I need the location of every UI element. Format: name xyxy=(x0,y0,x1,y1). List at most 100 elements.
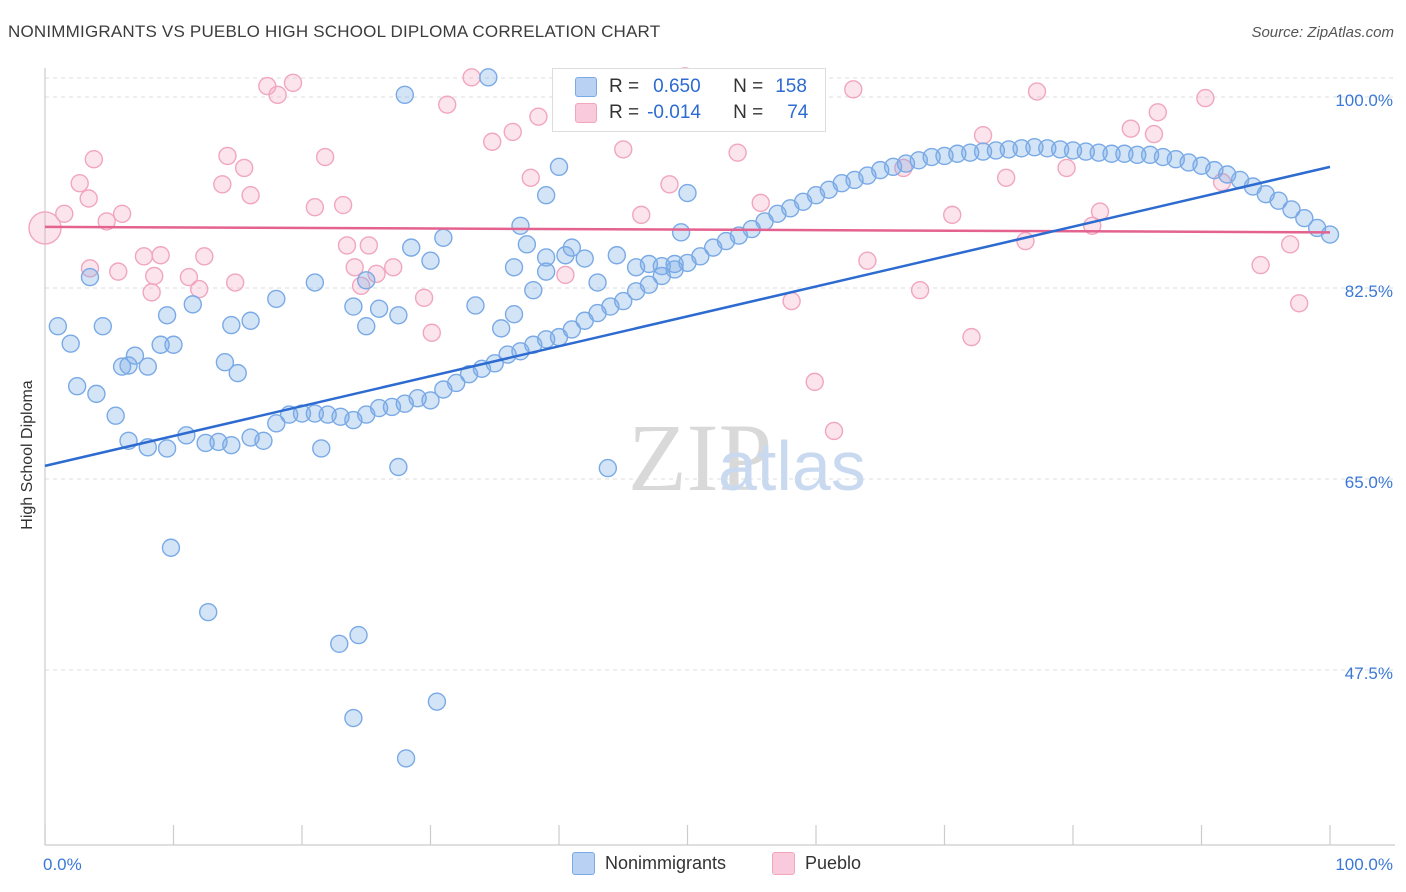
legend-swatch-blue xyxy=(575,77,597,97)
legend-row-nonimmigrants: R = 0.650 N = 158 xyxy=(575,74,807,100)
nonimmigrants-point xyxy=(511,216,530,235)
pueblo-point xyxy=(55,204,74,223)
pueblo-point xyxy=(337,236,357,255)
pueblo-point xyxy=(660,175,679,194)
pueblo-point xyxy=(962,327,981,347)
pueblo-point xyxy=(1280,235,1300,254)
series-nonimmigrants-points xyxy=(48,68,1340,768)
nonimmigrants-point xyxy=(678,183,697,203)
y-tick-label: 47.5% xyxy=(1345,664,1393,683)
pueblo-point xyxy=(521,168,540,187)
pueblo-point xyxy=(1090,202,1110,221)
nonimmigrants-point xyxy=(357,317,376,336)
pueblo-point xyxy=(1027,82,1047,101)
pueblo-point xyxy=(1121,119,1141,138)
pueblo-point xyxy=(422,323,441,342)
legend-swatch-pink xyxy=(575,103,597,123)
watermark-zip: ZIP xyxy=(628,404,772,511)
nonimmigrants-point xyxy=(575,249,594,268)
nonimmigrants-point xyxy=(598,458,618,478)
y-tick-label: 65.0% xyxy=(1345,473,1393,492)
nonimmigrants-trend-line xyxy=(44,165,1331,468)
nonimmigrants-point xyxy=(1295,208,1314,228)
pueblo-point xyxy=(333,195,353,215)
nonimmigrants-point xyxy=(671,223,691,242)
pueblo-point xyxy=(414,288,434,308)
pueblo-point xyxy=(728,143,747,162)
legend-r-label: R = xyxy=(609,76,640,97)
pueblo-point xyxy=(134,247,154,266)
pueblo-point xyxy=(112,204,132,223)
nonimmigrants-point xyxy=(1282,200,1301,219)
nonimmigrants-point xyxy=(305,273,325,292)
nonimmigrants-point xyxy=(434,228,453,247)
nonimmigrants-point xyxy=(421,251,440,270)
pueblo-point xyxy=(482,132,502,151)
nonimmigrants-point xyxy=(48,317,68,336)
nonimmigrants-point xyxy=(466,296,485,315)
pueblo-point xyxy=(782,291,801,311)
nonimmigrants-point xyxy=(61,334,80,353)
pueblo-point xyxy=(315,147,335,167)
nonimmigrants-point xyxy=(93,317,113,336)
axes xyxy=(44,68,1395,846)
pueblo-trend-line xyxy=(44,225,1331,234)
bottom-legend-label: Nonimmigrants xyxy=(605,853,727,873)
nonimmigrants-point xyxy=(119,356,138,375)
pueblo-point xyxy=(805,372,824,392)
bottom-legend-nonimmigrants: Nonimmigrants xyxy=(572,852,726,875)
bottom-legend-swatch-pink xyxy=(772,852,795,875)
legend-r-label: R = xyxy=(609,102,640,123)
trend-lines xyxy=(44,165,1331,468)
nonimmigrants-point xyxy=(125,346,145,365)
nonimmigrants-point xyxy=(241,311,260,330)
nonimmigrants-point xyxy=(517,235,537,254)
pueblo-point xyxy=(109,262,128,281)
nonimmigrants-point xyxy=(395,85,414,105)
pueblo-point xyxy=(241,186,260,205)
bottom-legend-swatch-blue xyxy=(572,852,595,875)
nonimmigrants-point xyxy=(157,439,177,458)
pueblo-point xyxy=(195,247,214,266)
nonimmigrants-point xyxy=(447,373,466,393)
nonimmigrants-point xyxy=(588,273,607,292)
pueblo-point xyxy=(225,273,245,292)
y-tick-label: 82.5% xyxy=(1345,282,1393,301)
nonimmigrants-point xyxy=(228,363,247,383)
nonimmigrants-point xyxy=(106,406,125,425)
legend-r-value: -0.014 xyxy=(647,102,701,123)
nonimmigrants-point xyxy=(504,258,524,277)
pueblo-point xyxy=(632,205,651,225)
nonimmigrants-point xyxy=(330,634,349,654)
nonimmigrants-point xyxy=(151,335,170,354)
nonimmigrants-point xyxy=(164,335,183,354)
nonimmigrants-point xyxy=(344,297,363,316)
pueblo-point xyxy=(367,264,386,284)
nonimmigrants-point xyxy=(267,289,286,309)
nonimmigrants-point xyxy=(1102,144,1121,163)
pueblo-point xyxy=(351,276,371,296)
pueblo-point xyxy=(145,266,164,286)
nonimmigrants-point xyxy=(549,157,569,177)
pueblo-point xyxy=(97,212,116,231)
pueblo-point xyxy=(234,158,254,178)
nonimmigrants-point xyxy=(87,384,106,404)
nonimmigrants-point xyxy=(639,275,659,294)
nonimmigrants-point xyxy=(691,247,710,266)
pueblo-point xyxy=(1289,294,1309,313)
pueblo-point xyxy=(268,85,287,105)
pueblo-point xyxy=(142,283,161,302)
nonimmigrants-point xyxy=(344,708,363,728)
tick-labels: 100.0% 82.5% 65.0% 47.5% 0.0% 100.0% xyxy=(43,91,1393,874)
bottom-legend-pueblo: Pueblo xyxy=(772,852,861,875)
pueblo-point xyxy=(614,140,633,159)
pueblo-point xyxy=(179,267,199,287)
nonimmigrants-point xyxy=(222,315,241,335)
nonimmigrants-point xyxy=(421,391,440,410)
correlation-legend: R = 0.650 N = 158 R = -0.014 N = 74 xyxy=(552,68,826,132)
nonimmigrants-point xyxy=(626,258,646,277)
pueblo-point xyxy=(151,246,170,265)
source-label: Source: ZipAtlas.com xyxy=(1251,24,1394,41)
nonimmigrants-point xyxy=(536,248,556,267)
pueblo-point xyxy=(556,265,575,285)
